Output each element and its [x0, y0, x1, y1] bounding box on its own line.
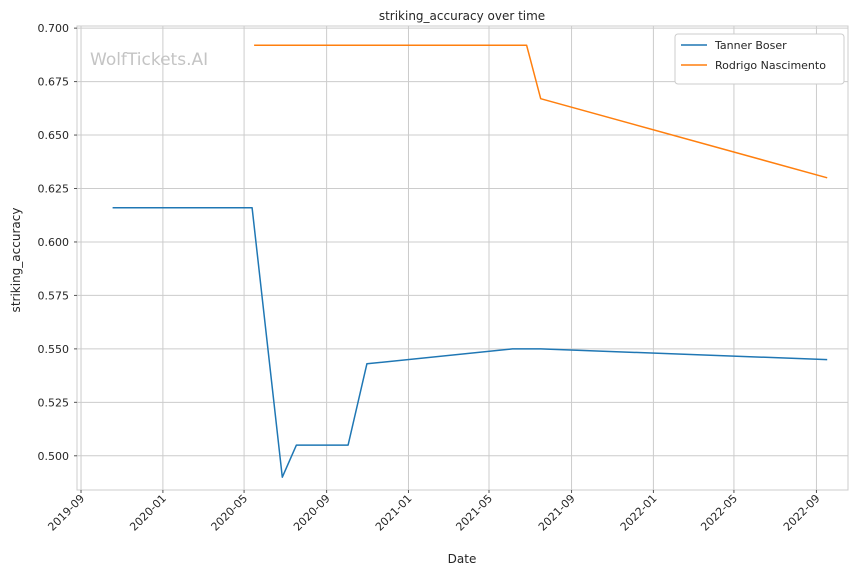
legend: Tanner Boser Rodrigo Nascimento	[674, 33, 845, 85]
y-tick-label: 0.550	[38, 343, 70, 356]
x-tick-label: 2021-01	[373, 492, 415, 534]
x-tick-label: 2022-09	[781, 492, 823, 534]
y-tick-label: 0.575	[38, 289, 70, 302]
y-tick-label: 0.700	[38, 22, 70, 35]
x-tick-label: 2021-05	[453, 492, 495, 534]
y-tick-label: 0.500	[38, 450, 70, 463]
series-line-rodrigo-nascimento	[254, 44, 828, 179]
x-tick-label: 2022-01	[618, 492, 660, 534]
x-tick-label: 2020-09	[291, 492, 333, 534]
y-axis-title: striking_accuracy	[9, 208, 23, 313]
x-axis-ticks: 2019-09 2020-01 2020-05 2020-09 2021-01 2021-…	[45, 490, 823, 534]
y-tick-label: 0.650	[38, 129, 70, 142]
series-line-tanner-boser	[112, 207, 828, 478]
x-tick-label: 2020-05	[209, 492, 251, 534]
x-tick-label: 2020-01	[127, 492, 169, 534]
watermark: WolfTickets.AI	[90, 50, 208, 70]
y-tick-label: 0.600	[38, 236, 70, 249]
legend-label-rodrigo-nascimento: Rodrigo Nascimento	[715, 59, 826, 72]
legend-label-tanner-boser: Tanner Boser	[714, 39, 787, 52]
grid-lines	[77, 26, 848, 490]
x-tick-label: 2019-09	[45, 492, 87, 534]
legend-box	[674, 33, 845, 85]
y-axis-ticks: 0.500 0.525 0.550 0.575 0.600 0.625 0.650 0.675…	[38, 22, 77, 463]
x-tick-label: 2022-05	[698, 492, 740, 534]
x-tick-label: 2021-09	[536, 492, 578, 534]
y-tick-label: 0.625	[38, 183, 70, 196]
chart-title: striking_accuracy over time	[379, 9, 545, 23]
y-tick-label: 0.675	[38, 76, 70, 89]
series-lines	[112, 44, 828, 478]
plot-area	[76, 25, 849, 491]
y-tick-label: 0.525	[38, 396, 70, 409]
x-axis-title: Date	[448, 552, 477, 566]
